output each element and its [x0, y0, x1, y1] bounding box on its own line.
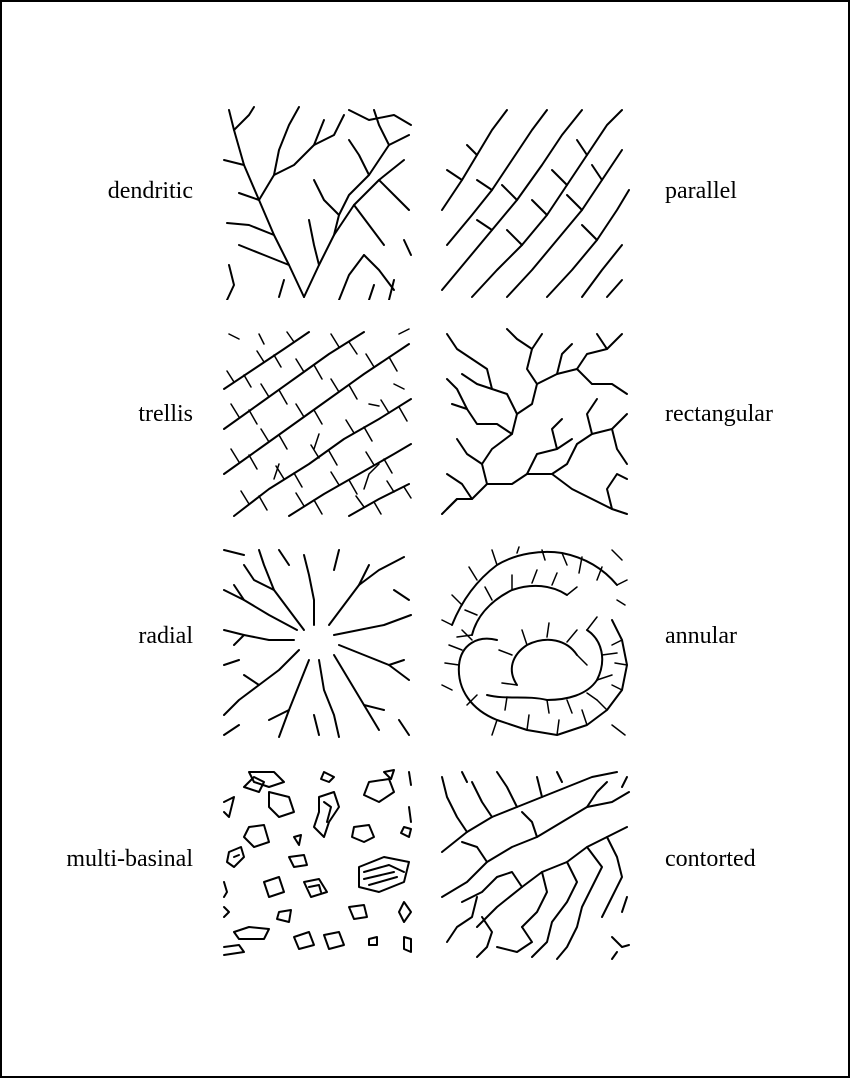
label-contorted: contorted	[665, 846, 756, 872]
annular-drainage-illustration	[441, 546, 628, 736]
contorted-drainage-illustration	[441, 771, 630, 960]
rectangular-drainage-illustration	[441, 328, 628, 515]
parallel-pattern-panel	[437, 105, 632, 300]
radial-drainage-illustration	[223, 549, 412, 738]
label-radial: radial	[138, 623, 193, 649]
label-dendritic: dendritic	[107, 178, 193, 204]
label-trellis: trellis	[138, 401, 193, 427]
parallel-drainage-illustration	[441, 109, 630, 298]
annular-pattern-panel	[437, 545, 632, 740]
label-multi-basinal: multi-basinal	[66, 846, 193, 872]
contorted-pattern-panel	[437, 767, 632, 962]
trellis-pattern-panel	[219, 324, 414, 519]
multi-basinal-pattern-panel	[219, 767, 414, 962]
label-rectangular: rectangular	[665, 401, 773, 427]
label-parallel: parallel	[665, 178, 737, 204]
dendritic-pattern-panel	[219, 105, 414, 300]
multi-basinal-drainage-illustration	[223, 769, 412, 956]
dendritic-drainage-illustration	[223, 106, 412, 300]
trellis-drainage-illustration	[223, 328, 412, 517]
label-annular: annular	[665, 623, 737, 649]
rectangular-pattern-panel	[437, 324, 632, 519]
radial-pattern-panel	[219, 545, 414, 740]
